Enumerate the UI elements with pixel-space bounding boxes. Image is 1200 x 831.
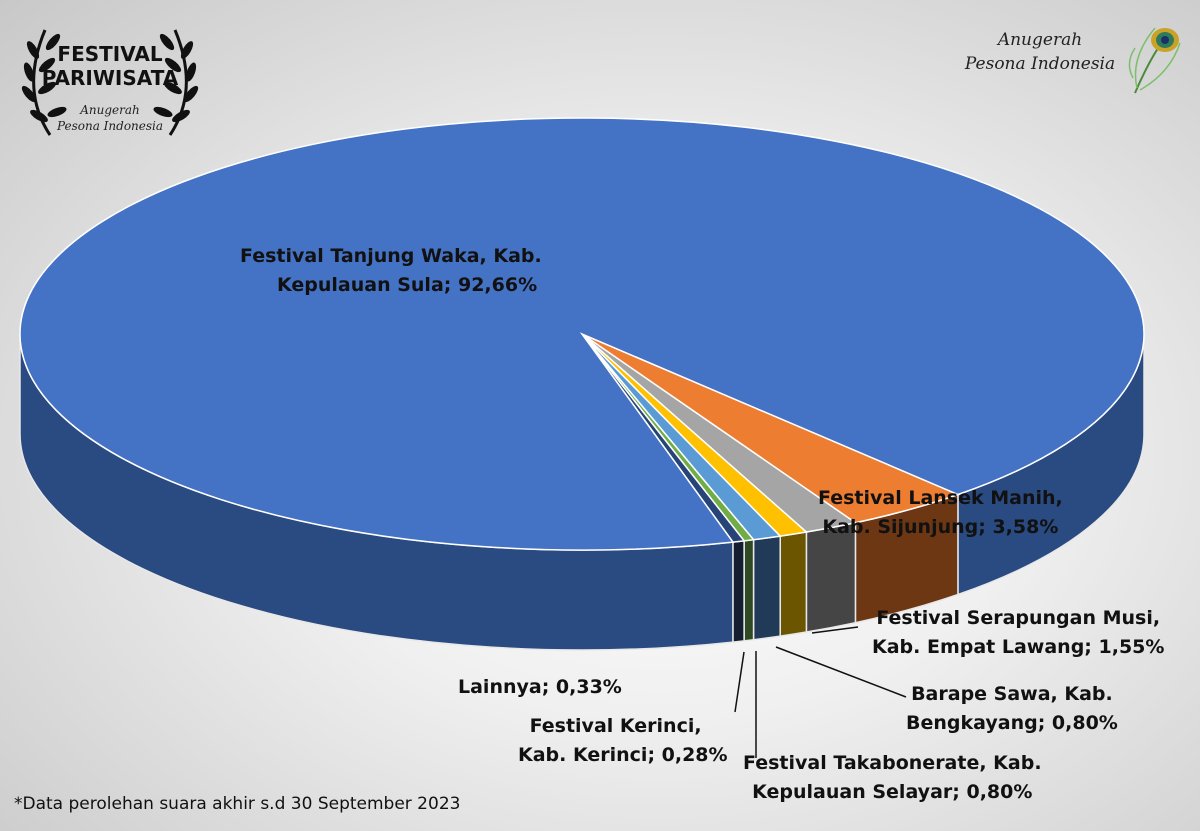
logo-title-line1: FESTIVAL bbox=[57, 42, 163, 66]
laurel-icon bbox=[21, 29, 199, 136]
leader-line bbox=[734, 651, 745, 713]
peacock-feather-icon bbox=[1128, 27, 1181, 94]
festival-pariwisata-logo: FESTIVAL PARIWISATA Anugerah Pesona Indone… bbox=[15, 20, 205, 145]
pie-slice-side bbox=[779, 531, 808, 637]
label-takabonerate: Festival Takabonerate, Kab. Kepulauan Sel… bbox=[743, 752, 1042, 803]
label-serapungan-musi: Festival Serapungan Musi, Kab. Empat Lawa… bbox=[872, 607, 1165, 658]
logo-right-line2: Pesona Indonesia bbox=[964, 54, 1116, 74]
footnote: *Data perolehan suara akhir s.d 30 Septe… bbox=[14, 794, 461, 814]
pie-slice bbox=[19, 117, 1145, 551]
logo-sub-line2: Pesona Indonesia bbox=[56, 119, 164, 133]
leader-line bbox=[811, 626, 859, 634]
label-kerinci: Festival Kerinci, Kab. Kerinci; 0,28% bbox=[518, 715, 728, 766]
logo-right-line1: Anugerah bbox=[997, 30, 1083, 50]
label-barape-sawa: Barape Sawa, Kab. Bengkayang; 0,80% bbox=[906, 683, 1118, 734]
label-lainnya: Lainnya; 0,33% bbox=[458, 676, 622, 698]
anugerah-pesona-indonesia-logo: Anugerah Pesona Indonesia bbox=[940, 18, 1190, 98]
label-tanjung-waka: Festival Tanjung Waka, Kab. Kepulauan Sul… bbox=[240, 245, 542, 296]
logo-title-line2: PARIWISATA bbox=[41, 66, 179, 90]
pie-slice-side bbox=[732, 539, 745, 643]
leader-line bbox=[775, 646, 907, 698]
pie-slice-side bbox=[752, 535, 781, 641]
pie-slice-side bbox=[743, 538, 755, 642]
logo-sub-line1: Anugerah bbox=[80, 103, 140, 117]
label-lansek-manih: Festival Lansek Manih, Kab. Sijunjung; 3,… bbox=[818, 487, 1063, 538]
